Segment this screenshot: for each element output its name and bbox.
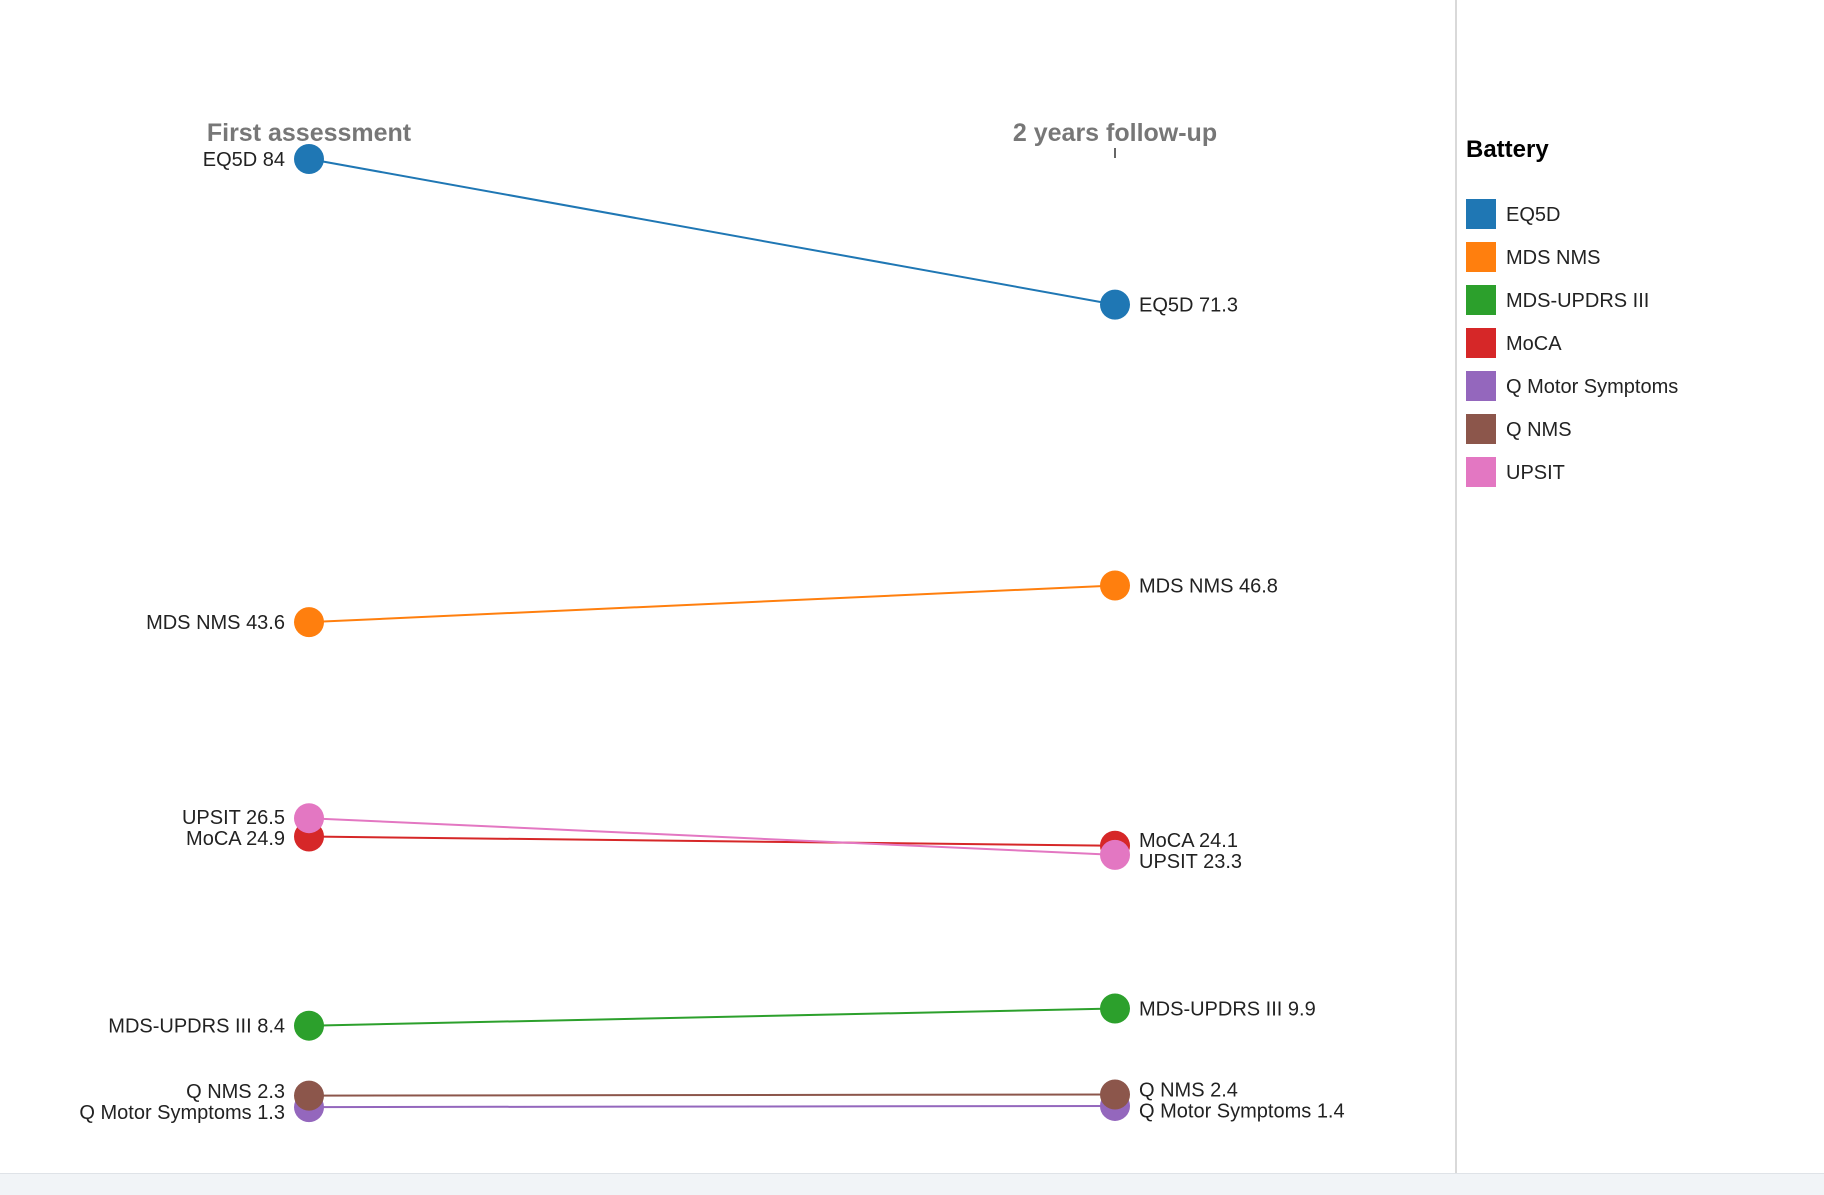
label-followup-eq5d: EQ5D 71.3: [1139, 295, 1238, 317]
point-followup-mds-updrs-iii[interactable]: [1100, 993, 1130, 1024]
legend-item-upsit[interactable]: UPSIT: [1466, 450, 1678, 493]
point-followup-mds-nms[interactable]: [1100, 570, 1130, 601]
legend-label: Q Motor Symptoms: [1506, 376, 1679, 398]
label-followup-q-nms: Q NMS 2.4: [1139, 1080, 1238, 1102]
point-first-upsit[interactable]: [294, 803, 324, 834]
series-line-q-nms[interactable]: [308, 1093, 1116, 1097]
legend-title: Battery: [1466, 136, 1549, 163]
legend-swatch: [1466, 284, 1496, 315]
legend-list: EQ5D MDS NMS MDS-UPDRS III MoCA Q Motor Symp…: [1466, 192, 1678, 493]
label-first-moca: MoCA 24.9: [186, 828, 285, 850]
label-first-mds-nms: MDS NMS 43.6: [146, 612, 285, 634]
legend-item-mds-updrs-iii[interactable]: MDS-UPDRS III: [1466, 278, 1678, 321]
column-header-first: First assessment: [207, 119, 412, 147]
point-first-q-nms[interactable]: [294, 1080, 324, 1111]
legend-swatch: [1466, 413, 1496, 444]
bottom-strip: [0, 1173, 1824, 1195]
label-first-upsit: UPSIT 26.5: [182, 807, 285, 829]
legend-label: Q NMS: [1506, 419, 1572, 441]
legend-label: MDS NMS: [1506, 247, 1601, 269]
legend-swatch: [1466, 370, 1496, 401]
point-first-eq5d[interactable]: [294, 144, 324, 174]
label-first-eq5d: EQ5D 84: [203, 149, 285, 171]
series-line-mds-updrs-iii[interactable]: [308, 1007, 1116, 1027]
legend-panel: Battery EQ5D MDS NMS MDS-UPDRS III MoCA Q Mo…: [1457, 0, 1824, 1173]
legend-item-q-nms[interactable]: Q NMS: [1466, 407, 1678, 450]
legend-swatch: [1466, 456, 1496, 487]
label-first-q-motor-symptoms: Q Motor Symptoms 1.3: [79, 1102, 285, 1124]
point-first-mds-nms[interactable]: [294, 607, 324, 638]
label-first-mds-updrs-iii: MDS-UPDRS III 8.4: [108, 1016, 285, 1038]
point-followup-eq5d[interactable]: [1100, 289, 1130, 320]
legend-label: UPSIT: [1506, 462, 1565, 484]
label-followup-moca: MoCA 24.1: [1139, 830, 1238, 852]
series-line-upsit[interactable]: [308, 817, 1116, 856]
legend-label: MoCA: [1506, 333, 1562, 355]
label-followup-q-motor-symptoms: Q Motor Symptoms 1.4: [1139, 1101, 1345, 1123]
series-line-mds-nms[interactable]: [308, 584, 1116, 624]
legend-item-mds-nms[interactable]: MDS NMS: [1466, 235, 1678, 278]
label-followup-mds-updrs-iii: MDS-UPDRS III 9.9: [1139, 999, 1316, 1021]
legend-swatch: [1466, 198, 1496, 229]
column-header-followup: 2 years follow-up: [1013, 119, 1217, 147]
series-line-q-motor-symptoms[interactable]: [308, 1104, 1116, 1109]
legend-label: MDS-UPDRS III: [1506, 290, 1650, 312]
legend-item-moca[interactable]: MoCA: [1466, 321, 1678, 364]
panel-divider: [1455, 0, 1457, 1173]
label-first-q-nms: Q NMS 2.3: [186, 1081, 285, 1103]
legend-label: EQ5D: [1506, 204, 1561, 226]
series-line-moca[interactable]: [308, 835, 1116, 847]
point-followup-q-nms[interactable]: [1100, 1079, 1130, 1110]
label-followup-mds-nms: MDS NMS 46.8: [1139, 575, 1278, 597]
point-followup-upsit[interactable]: [1100, 839, 1130, 870]
label-followup-upsit: UPSIT 23.3: [1139, 851, 1242, 873]
legend-swatch: [1466, 241, 1496, 272]
slope-chart: First assessment 2 years follow-up EQ5D 84…: [79, 119, 1345, 1124]
point-first-mds-updrs-iii[interactable]: [294, 1010, 324, 1041]
legend-item-q-motor-symptoms[interactable]: Q Motor Symptoms: [1466, 364, 1678, 407]
series-line-eq5d[interactable]: [308, 158, 1116, 306]
legend-swatch: [1466, 327, 1496, 358]
plot-area: First assessment 2 years follow-up EQ5D 84…: [79, 119, 1345, 1124]
legend-item-eq5d[interactable]: EQ5D: [1466, 192, 1678, 235]
